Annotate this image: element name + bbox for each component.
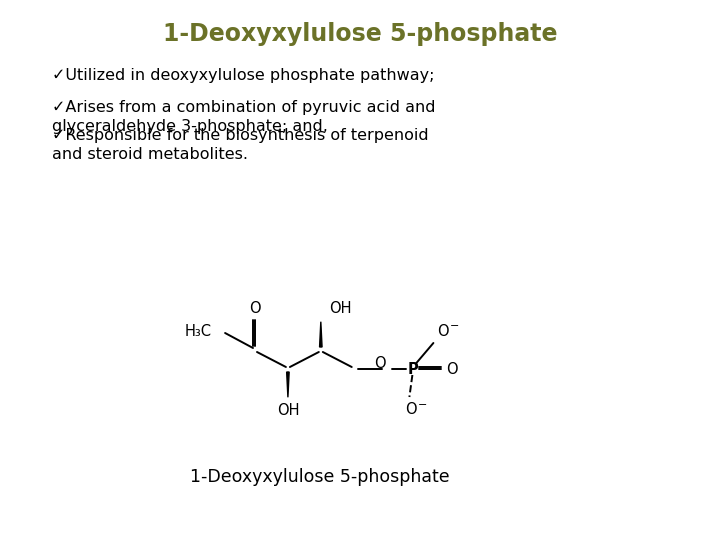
Text: ✓Arises from a combination of pyruvic acid and
glyceraldehyde 3-phosphate; and,: ✓Arises from a combination of pyruvic ac… xyxy=(52,100,436,134)
Text: O: O xyxy=(446,361,457,376)
Polygon shape xyxy=(287,372,289,397)
Text: OH: OH xyxy=(329,301,351,316)
Text: O: O xyxy=(405,402,417,417)
Polygon shape xyxy=(320,322,322,347)
Text: P: P xyxy=(408,361,419,376)
Text: O: O xyxy=(438,325,449,340)
Text: H₃C: H₃C xyxy=(185,323,212,339)
Text: O: O xyxy=(249,301,261,316)
Text: −: − xyxy=(418,400,427,410)
Text: 1-Deoxyxylulose 5-phosphate: 1-Deoxyxylulose 5-phosphate xyxy=(190,468,450,486)
Text: 1-Deoxyxylulose 5-phosphate: 1-Deoxyxylulose 5-phosphate xyxy=(163,22,557,46)
Text: OH: OH xyxy=(276,403,299,418)
Text: −: − xyxy=(450,321,459,331)
Text: ✓Utilized in deoxyxylulose phosphate pathway;: ✓Utilized in deoxyxylulose phosphate pat… xyxy=(52,68,434,83)
Text: ✓Responsible for the biosynthesis of terpenoid
and steroid metabolites.: ✓Responsible for the biosynthesis of ter… xyxy=(52,128,428,162)
Text: O: O xyxy=(374,355,386,370)
